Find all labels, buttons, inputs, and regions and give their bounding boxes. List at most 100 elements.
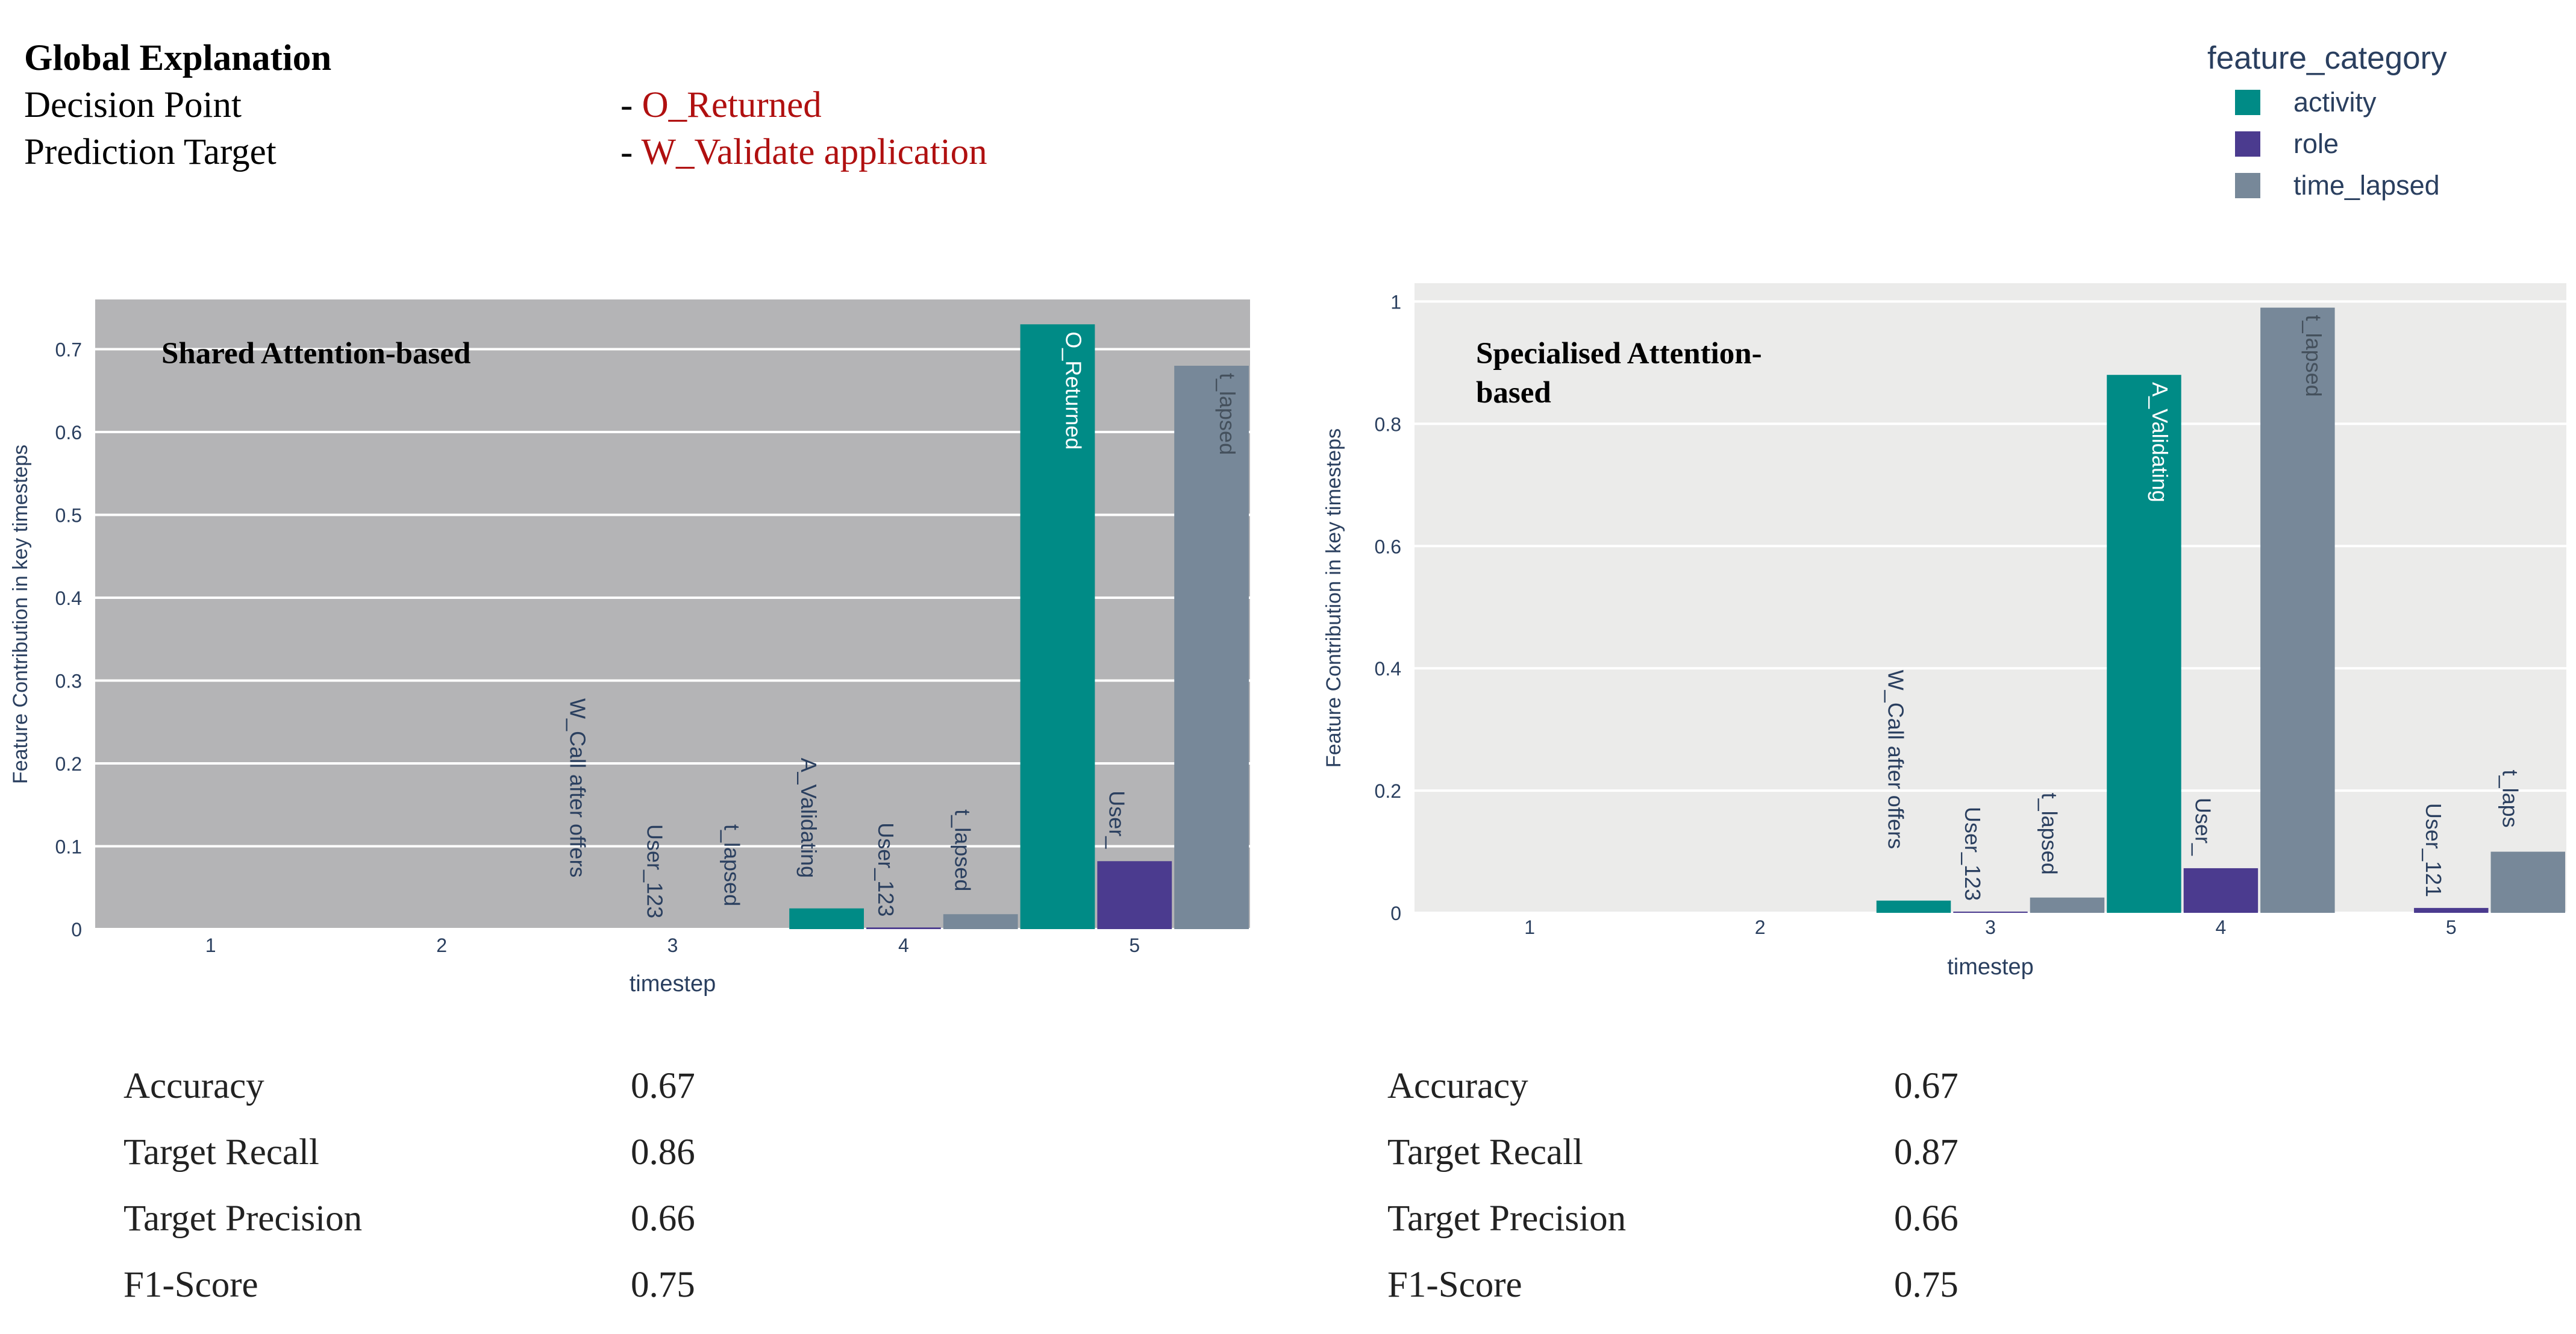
metric-value-recall-right: 0.87 (1894, 1132, 1959, 1173)
legend-swatch-time-lapsed (2235, 172, 2260, 198)
bar-time-lapsed[interactable] (2490, 851, 2565, 913)
metric-label-accuracy-right: Accuracy (1387, 1066, 1528, 1106)
bar-label: t_lapsed (1215, 373, 1240, 455)
bar-time-lapsed[interactable] (1174, 366, 1249, 929)
page-title: Global Explanation (24, 38, 332, 78)
metric-value-accuracy-right: 0.67 (1894, 1066, 1959, 1106)
y-tick-label: 0.6 (1375, 536, 1401, 557)
bar-role[interactable] (2183, 868, 2259, 913)
y-axis-label: Feature Contribution in key timesteps (9, 445, 32, 784)
x-axis-label: timestep (630, 971, 716, 997)
bar-time-lapsed[interactable] (2260, 307, 2335, 913)
bar-label: W_Call after offers (1884, 670, 1909, 849)
legend: feature_category activity role time_laps… (2207, 40, 2447, 206)
y-tick-label: 0.2 (1375, 780, 1401, 802)
metric-value-f1-right: 0.75 (1894, 1265, 1959, 1305)
metric-label-f1-left: F1-Score (123, 1265, 258, 1305)
bar-role[interactable] (2414, 907, 2489, 913)
prediction-target-label: Prediction Target (24, 132, 277, 172)
y-tick-label: 0.3 (55, 671, 82, 692)
bar-label: User_123 (874, 822, 898, 916)
legend-title: feature_category (2207, 40, 2447, 76)
metric-label-precision-right: Target Precision (1387, 1198, 1627, 1239)
metric-label-recall-right: Target Recall (1387, 1132, 1583, 1173)
prediction-target-dash: - (621, 132, 642, 172)
x-tick-label: 1 (205, 935, 216, 956)
plot-area (1415, 283, 2566, 913)
bar-label: t_lapsed (2301, 315, 2326, 397)
metric-label-accuracy-left: Accuracy (123, 1066, 264, 1106)
bar-label: t_lapsed (719, 824, 744, 906)
bar-time-lapsed[interactable] (943, 914, 1018, 929)
metric-label-f1-right: F1-Score (1387, 1265, 1522, 1305)
y-tick-label: 0 (1390, 903, 1401, 924)
x-tick-label: 3 (667, 935, 678, 956)
metric-value-precision-right: 0.66 (1894, 1198, 1959, 1239)
bar-label: W_Call after offers (566, 698, 590, 877)
prediction-target-value: W_Validate application (641, 132, 987, 172)
prediction-target-value-line: - W_Validate application (621, 129, 987, 176)
y-tick-label: 0.4 (1375, 658, 1401, 680)
chart-title: Shared Attention-based (161, 337, 470, 371)
x-tick-label: 5 (1129, 935, 1140, 956)
x-axis-label: timestep (1947, 954, 2034, 980)
bar-activity[interactable] (1876, 900, 1951, 913)
bar-role[interactable] (1953, 911, 2028, 913)
legend-item-role[interactable]: role (2235, 123, 2447, 164)
metric-value-recall-left: 0.86 (631, 1132, 695, 1173)
y-tick-label: 0 (71, 919, 82, 941)
x-tick-label: 2 (436, 935, 447, 956)
metric-value-accuracy-left: 0.67 (631, 1066, 695, 1106)
bar-activity[interactable] (2107, 375, 2181, 913)
decision-point-value-line: - O_Returned (621, 82, 822, 129)
metric-value-precision-left: 0.66 (631, 1198, 695, 1239)
y-tick-label: 0.8 (1375, 413, 1401, 435)
bar-label: User_123 (643, 824, 667, 918)
decision-point-label: Decision Point (24, 85, 242, 125)
y-tick-label: 0.1 (55, 836, 82, 858)
bar-label: User_121 (2421, 803, 2446, 897)
decision-point-dash: - (621, 85, 642, 125)
bar-activity[interactable] (789, 908, 864, 929)
bar-label: A_Validating (2148, 382, 2172, 502)
bar-role[interactable] (1097, 861, 1172, 929)
bar-time-lapsed[interactable] (2030, 897, 2105, 913)
y-tick-label: 0.5 (55, 505, 82, 527)
x-tick-label: 1 (1524, 916, 1535, 938)
bar-label: User_ (2190, 798, 2215, 856)
x-tick-label: 2 (1755, 916, 1766, 938)
chart-shared-attention: 0 0.1 0.2 0.3 0.4 0.5 0.6 0.7 1 2 W_Call after off… (9, 299, 1250, 997)
bar-label: t_lapsed (951, 809, 975, 891)
y-tick-label: 0.2 (55, 753, 82, 775)
metric-value-f1-left: 0.75 (631, 1265, 695, 1305)
legend-swatch-activity (2235, 89, 2260, 115)
y-tick-label: 0.4 (55, 587, 82, 609)
y-tick-label: 1 (1390, 291, 1401, 313)
y-tick-label: 0.6 (55, 422, 82, 443)
bar-role[interactable] (866, 927, 941, 929)
bar-label: User_123 (1960, 807, 1985, 901)
bar-label: t_laps (2498, 770, 2522, 828)
metric-label-recall-left: Target Recall (123, 1132, 319, 1173)
chart-specialised-attention: 0 0.2 0.4 0.6 0.8 1 1 2 W_Call after offers User_… (1322, 283, 2566, 980)
legend-label-time-lapsed: time_lapsed (2293, 169, 2440, 201)
metric-label-precision-left: Target Precision (123, 1198, 363, 1239)
y-axis-label: Feature Contribution in key timesteps (1322, 428, 1345, 768)
legend-label-role: role (2293, 128, 2339, 159)
y-tick-label: 0.7 (55, 339, 82, 361)
x-tick-label: 4 (2216, 916, 2227, 938)
chart-title: Specialised Attention-based (1476, 337, 1762, 410)
legend-item-time-lapsed[interactable]: time_lapsed (2235, 164, 2447, 206)
bar-label: A_Validating (796, 758, 821, 878)
decision-point-value: O_Returned (642, 85, 822, 125)
legend-swatch-role (2235, 131, 2260, 157)
bar-label: t_lapsed (2037, 793, 2062, 875)
bar-activity[interactable] (1020, 324, 1095, 929)
legend-item-activity[interactable]: activity (2235, 81, 2447, 123)
bar-label: O_Returned (1061, 331, 1086, 449)
bar-label: User_ (1104, 791, 1129, 849)
x-tick-label: 3 (1985, 916, 1996, 938)
legend-label-activity: activity (2293, 86, 2377, 117)
x-tick-label: 4 (898, 935, 909, 956)
x-tick-label: 5 (2446, 916, 2457, 938)
